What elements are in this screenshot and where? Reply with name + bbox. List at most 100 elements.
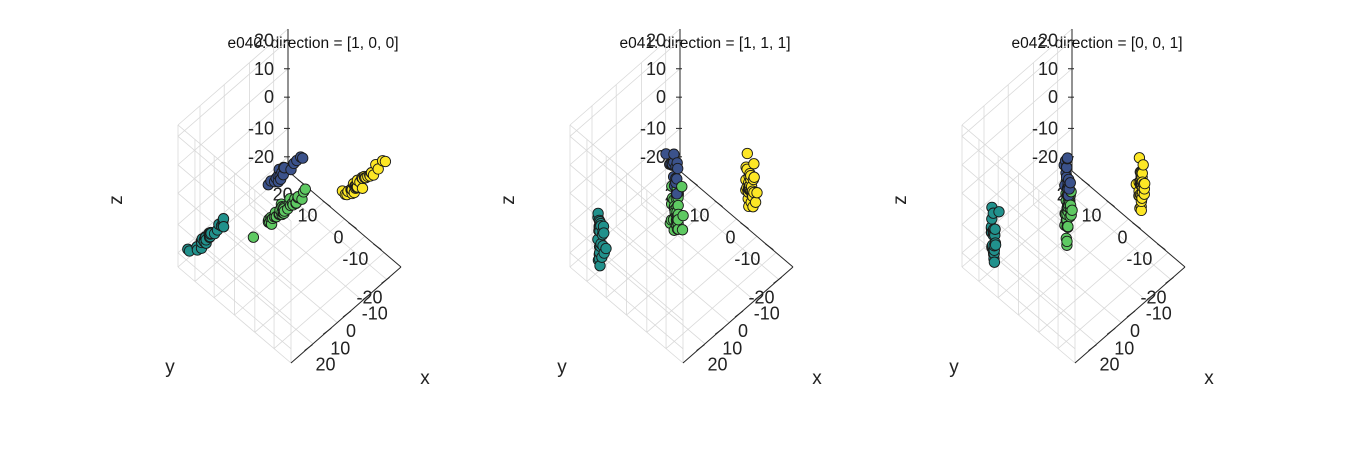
gridline: [177, 156, 289, 254]
z-tick-label: 10: [254, 59, 274, 79]
data-point: [247, 231, 260, 243]
x-tick: [1165, 276, 1174, 284]
y-tick-label: 0: [726, 228, 736, 248]
x-tick-label: -20: [1141, 287, 1167, 307]
y-tick: [714, 200, 723, 208]
y-tick-label: 0: [334, 228, 344, 248]
gridline: [1007, 226, 1122, 323]
y-tick-label: -10: [342, 249, 368, 269]
chart-title: e042: direction = [0, 0, 1]: [1011, 35, 1182, 52]
gridline: [569, 96, 681, 194]
data-point: [749, 196, 762, 208]
gridline: [1057, 183, 1171, 280]
z-axis-label: z: [890, 195, 911, 205]
x-tick-label: 20: [708, 355, 728, 375]
gridline: [961, 224, 1076, 321]
z-tick-label: 0: [1048, 87, 1058, 107]
pane-edge: [961, 266, 1076, 364]
x-tick: [362, 293, 372, 301]
gridline: [961, 252, 1076, 350]
data-point: [356, 182, 369, 194]
gridline: [273, 252, 385, 349]
z-tick-label: 20: [1038, 30, 1058, 50]
gridline: [569, 68, 681, 166]
pane-edge: [569, 124, 684, 222]
y-tick: [1106, 200, 1115, 208]
z-tick-label: 0: [656, 87, 666, 107]
y-tick: [348, 222, 357, 230]
y-tick-label: -10: [734, 249, 760, 269]
x-tick-label: 0: [1130, 321, 1140, 341]
x-axis-label: x: [812, 368, 822, 389]
gridline: [254, 235, 366, 333]
x-tick-label: -20: [357, 287, 383, 307]
chart-panel-0: e040: direction = [1, 0, 0]20100-10-2020…: [106, 28, 430, 389]
x-tick-label: -10: [362, 304, 388, 324]
x-tick-label: 20: [316, 355, 336, 375]
gridline: [961, 68, 1073, 166]
z-tick-label: -20: [1032, 147, 1058, 167]
z-axis-label: z: [106, 195, 127, 205]
data-point: [751, 187, 763, 199]
data-point: [988, 256, 1001, 268]
data-point: [741, 147, 753, 160]
gridline: [665, 252, 777, 349]
data-point: [1061, 152, 1074, 164]
gridline: [961, 128, 1073, 225]
x-tick: [304, 344, 313, 352]
pane-edge: [177, 266, 292, 364]
data-point: [676, 224, 689, 236]
gridline: [983, 247, 1098, 345]
x-axis-label: x: [420, 368, 430, 389]
y-tick-label: 10: [1082, 206, 1102, 226]
y-tick: [689, 179, 698, 186]
x-tick-label: -20: [749, 287, 775, 307]
gridline: [213, 201, 325, 299]
data-point: [676, 180, 688, 193]
data-point: [379, 155, 392, 168]
gridline: [961, 156, 1073, 254]
x-tick: [734, 310, 744, 318]
data-point: [1139, 177, 1151, 190]
data-point: [217, 221, 230, 233]
gridline: [1033, 204, 1147, 301]
gridline: [1038, 235, 1150, 333]
data-point: [748, 171, 760, 183]
gridline: [569, 156, 681, 254]
y-axis-label: y: [557, 357, 567, 378]
y-tick: [765, 243, 774, 251]
gridline: [234, 218, 345, 316]
y-tick: [1157, 243, 1166, 251]
gridline: [665, 183, 779, 280]
y-axis-line: [1071, 170, 1186, 268]
pane-edge: [177, 28, 289, 126]
data-point: [1061, 235, 1073, 248]
pane-edge: [961, 124, 1076, 222]
pane-edge: [961, 170, 1073, 268]
y-tick: [740, 222, 749, 230]
gridline: [177, 68, 289, 166]
z-tick-label: -10: [640, 118, 666, 138]
data-point: [672, 162, 684, 175]
x-tick: [754, 293, 764, 301]
gridline: [961, 96, 1073, 194]
gridline: [641, 204, 755, 301]
data-point: [1062, 220, 1074, 233]
z-tick-label: 0: [264, 87, 274, 107]
gridline: [961, 40, 1073, 137]
pane-edge: [569, 266, 684, 364]
data-point: [989, 223, 1001, 235]
chart-title: e040: direction = [1, 0, 0]: [227, 35, 398, 52]
y-tick: [373, 243, 382, 251]
data-point: [299, 183, 311, 195]
gridline: [646, 235, 758, 333]
gridline: [997, 201, 1109, 299]
gridline: [961, 136, 1076, 233]
chart-title: e041: direction = [1, 1, 1]: [619, 35, 790, 52]
data-point: [1137, 159, 1149, 171]
z-tick-label: 10: [1038, 59, 1058, 79]
chart-panel-1: e041: direction = [1, 1, 1]20100-10-2020…: [498, 28, 822, 389]
y-tick: [1081, 179, 1090, 186]
gridline: [605, 201, 717, 299]
